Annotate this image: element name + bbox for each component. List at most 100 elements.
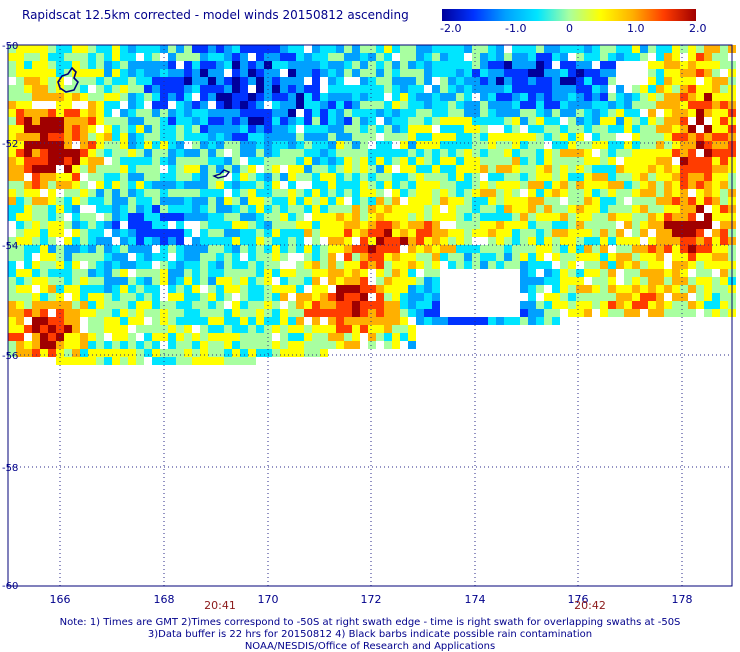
wind-cell — [680, 277, 688, 285]
wind-cell — [64, 253, 72, 261]
wind-cell — [40, 349, 48, 357]
wind-cell — [144, 93, 152, 101]
wind-cell — [648, 197, 656, 205]
wind-cell — [408, 189, 416, 197]
wind-cell — [40, 213, 48, 221]
wind-cell — [288, 341, 296, 349]
wind-cell — [144, 117, 152, 125]
wind-cell — [536, 45, 544, 53]
wind-cell — [552, 117, 560, 125]
wind-cell — [72, 317, 80, 325]
wind-cell — [104, 309, 112, 317]
wind-cell — [240, 205, 248, 213]
wind-cell — [280, 109, 288, 117]
wind-cell — [232, 341, 240, 349]
wind-cell — [152, 333, 160, 341]
wind-cell — [144, 181, 152, 189]
wind-cell — [520, 53, 528, 61]
wind-cell — [520, 285, 528, 293]
wind-cell — [144, 221, 152, 229]
wind-cell — [504, 133, 512, 141]
wind-cell — [648, 205, 656, 213]
wind-cell — [288, 149, 296, 157]
wind-cell — [16, 53, 24, 61]
wind-cell — [608, 189, 616, 197]
wind-cell — [696, 69, 704, 77]
wind-cell — [80, 165, 88, 173]
wind-cell — [208, 277, 216, 285]
wind-cell — [584, 253, 592, 261]
wind-cell — [360, 269, 368, 277]
wind-cell — [144, 205, 152, 213]
wind-cell — [144, 229, 152, 237]
wind-cell — [40, 325, 48, 333]
wind-cell — [120, 213, 128, 221]
wind-cell — [104, 277, 112, 285]
wind-cell — [416, 109, 424, 117]
wind-cell — [368, 157, 376, 165]
wind-cell — [440, 189, 448, 197]
wind-cell — [280, 245, 288, 253]
wind-cell — [424, 189, 432, 197]
wind-cell — [80, 341, 88, 349]
wind-cell — [112, 141, 120, 149]
wind-cell — [296, 349, 304, 357]
wind-cell — [648, 133, 656, 141]
wind-cell — [424, 149, 432, 157]
wind-cell — [520, 269, 528, 277]
wind-cell — [312, 349, 320, 357]
wind-cell — [544, 213, 552, 221]
lat-label: -52 — [2, 139, 18, 150]
wind-cell — [328, 261, 336, 269]
wind-cell — [712, 173, 720, 181]
wind-cell — [64, 85, 72, 93]
wind-cell — [600, 141, 608, 149]
wind-cell — [120, 301, 128, 309]
wind-cell — [352, 317, 360, 325]
wind-cell — [208, 293, 216, 301]
wind-cell — [456, 61, 464, 69]
wind-cell — [64, 117, 72, 125]
wind-cell — [64, 125, 72, 133]
wind-cell — [32, 125, 40, 133]
wind-cell — [344, 245, 352, 253]
wind-cell — [624, 189, 632, 197]
wind-cell — [208, 237, 216, 245]
wind-cell — [720, 165, 728, 173]
wind-cell — [360, 61, 368, 69]
wind-cell — [552, 229, 560, 237]
wind-cell — [360, 101, 368, 109]
wind-cell — [352, 125, 360, 133]
wind-cell — [600, 189, 608, 197]
wind-cell — [368, 85, 376, 93]
wind-cell — [448, 53, 456, 61]
wind-cell — [648, 301, 656, 309]
wind-cell — [288, 197, 296, 205]
wind-cell — [152, 237, 160, 245]
wind-cell — [296, 221, 304, 229]
wind-cell — [16, 173, 24, 181]
wind-cell — [528, 253, 536, 261]
wind-cell — [344, 205, 352, 213]
wind-cell — [256, 205, 264, 213]
wind-cell — [64, 45, 72, 53]
wind-cell — [656, 149, 664, 157]
wind-cell — [224, 85, 232, 93]
wind-cell — [200, 301, 208, 309]
wind-cell — [632, 237, 640, 245]
wind-cell — [304, 69, 312, 77]
wind-cell — [624, 181, 632, 189]
wind-cell — [616, 229, 624, 237]
wind-cell — [120, 253, 128, 261]
wind-cell — [592, 109, 600, 117]
wind-cell — [392, 61, 400, 69]
wind-cell — [152, 269, 160, 277]
wind-cell — [32, 277, 40, 285]
coastline — [57, 66, 79, 93]
wind-cell — [184, 149, 192, 157]
wind-cell — [512, 221, 520, 229]
wind-cell — [16, 165, 24, 173]
wind-cell — [664, 77, 672, 85]
wind-cell — [344, 45, 352, 53]
wind-cell — [256, 261, 264, 269]
